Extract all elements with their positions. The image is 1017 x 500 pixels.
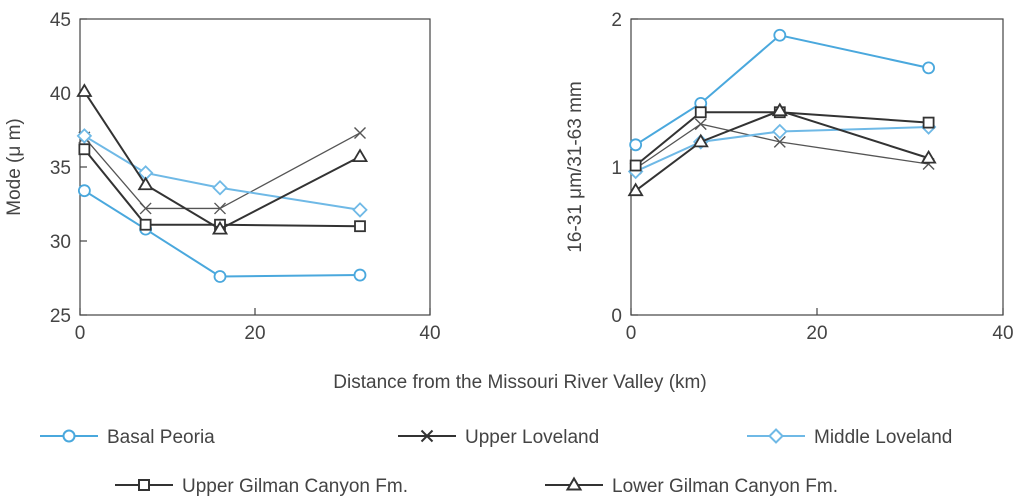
- data-point: [773, 28, 787, 42]
- data-point: [922, 116, 935, 129]
- series-basal-peoria: [629, 28, 935, 152]
- y-tick-label: 35: [50, 158, 71, 179]
- legend-item-lower-gilman-canyon-fm: Lower Gilman Canyon Fm.: [545, 476, 838, 497]
- data-point: [352, 202, 368, 218]
- legend-label: Upper Gilman Canyon Fm.: [182, 476, 408, 497]
- data-point: [694, 106, 707, 119]
- y-axis-label: Mode (μ m): [4, 118, 25, 216]
- y-tick-label: 45: [50, 10, 71, 31]
- series-line: [83, 189, 361, 278]
- series-line: [635, 123, 929, 170]
- data-point: [920, 149, 937, 164]
- series-line: [83, 148, 361, 228]
- data-point: [351, 148, 369, 163]
- data-point: [354, 126, 366, 139]
- x-tick-label: 40: [992, 323, 1013, 344]
- x-tick-label: 20: [806, 323, 827, 344]
- series-line: [635, 111, 929, 167]
- legend-item-basal-peoria: Basal Peoria: [40, 427, 215, 448]
- data-point: [692, 133, 709, 148]
- triangle-marker-icon: [565, 476, 583, 491]
- data-point: [773, 135, 786, 148]
- data-point: [76, 83, 93, 97]
- data-point: [772, 123, 788, 140]
- data-point: [629, 159, 642, 172]
- data-point: [353, 268, 367, 282]
- series-lower-gilman-canyon-fm: [76, 83, 369, 235]
- x-tick-label: 20: [244, 323, 265, 344]
- data-point: [139, 202, 152, 215]
- legend-label: Middle Loveland: [814, 427, 952, 448]
- series-line: [635, 34, 929, 146]
- data-point: [212, 179, 228, 196]
- legend: Basal Peoria Upper Loveland Middle Lovelan…: [40, 427, 952, 497]
- data-point: [139, 218, 152, 231]
- legend-label: Upper Loveland: [465, 427, 599, 448]
- diamond-marker-icon: [768, 428, 784, 444]
- series-middle-loveland: [627, 119, 937, 180]
- legend-label: Lower Gilman Canyon Fm.: [612, 476, 838, 497]
- data-point: [137, 176, 154, 191]
- data-point: [629, 138, 643, 152]
- x-tick-label: 0: [75, 323, 86, 344]
- y-axis-label: 16-31 μm/31-63 mm: [565, 81, 586, 252]
- data-point: [76, 128, 93, 144]
- series-line: [83, 90, 361, 231]
- data-point: [694, 118, 707, 131]
- shared-x-axis-label: Distance from the Missouri River Valley …: [333, 372, 706, 393]
- series-line: [635, 126, 929, 173]
- series-middle-loveland: [76, 128, 368, 218]
- circle-marker-icon: [62, 429, 76, 443]
- series-upper-loveland: [78, 126, 366, 215]
- plot-frame: [630, 18, 1004, 316]
- data-point: [211, 220, 229, 235]
- legend-item-upper-gilman-canyon-fm: Upper Gilman Canyon Fm.: [115, 476, 408, 497]
- data-point: [78, 143, 91, 156]
- y-tick-label: 0: [611, 306, 622, 327]
- x-marker-icon: [420, 429, 434, 443]
- plot-frame: [79, 18, 431, 316]
- data-point: [213, 270, 227, 283]
- y-tick-label: 30: [50, 232, 71, 253]
- series-lower-gilman-canyon-fm: [627, 102, 937, 197]
- data-point: [627, 182, 644, 197]
- y-tick-label: 1: [611, 158, 622, 179]
- legend-label: Basal Peoria: [107, 427, 215, 448]
- y-tick-label: 2: [611, 10, 622, 31]
- x-tick-label: 40: [419, 323, 440, 344]
- y-tick-label: 25: [50, 306, 71, 327]
- data-point: [77, 184, 91, 198]
- chart-panel-mode: 25 30 35 40 45 0 20 40 Mode (μ m): [4, 10, 441, 344]
- square-marker-icon: [138, 479, 150, 491]
- data-point: [354, 220, 366, 233]
- data-point: [922, 61, 935, 75]
- y-tick-label: 40: [50, 84, 71, 105]
- series-line: [83, 135, 361, 211]
- series-line: [635, 109, 929, 192]
- legend-item-upper-loveland: Upper Loveland: [398, 427, 599, 448]
- data-point: [214, 202, 226, 215]
- legend-item-middle-loveland: Middle Loveland: [747, 427, 952, 448]
- data-point: [771, 102, 788, 117]
- series-line: [83, 132, 361, 210]
- x-tick-label: 0: [626, 323, 637, 344]
